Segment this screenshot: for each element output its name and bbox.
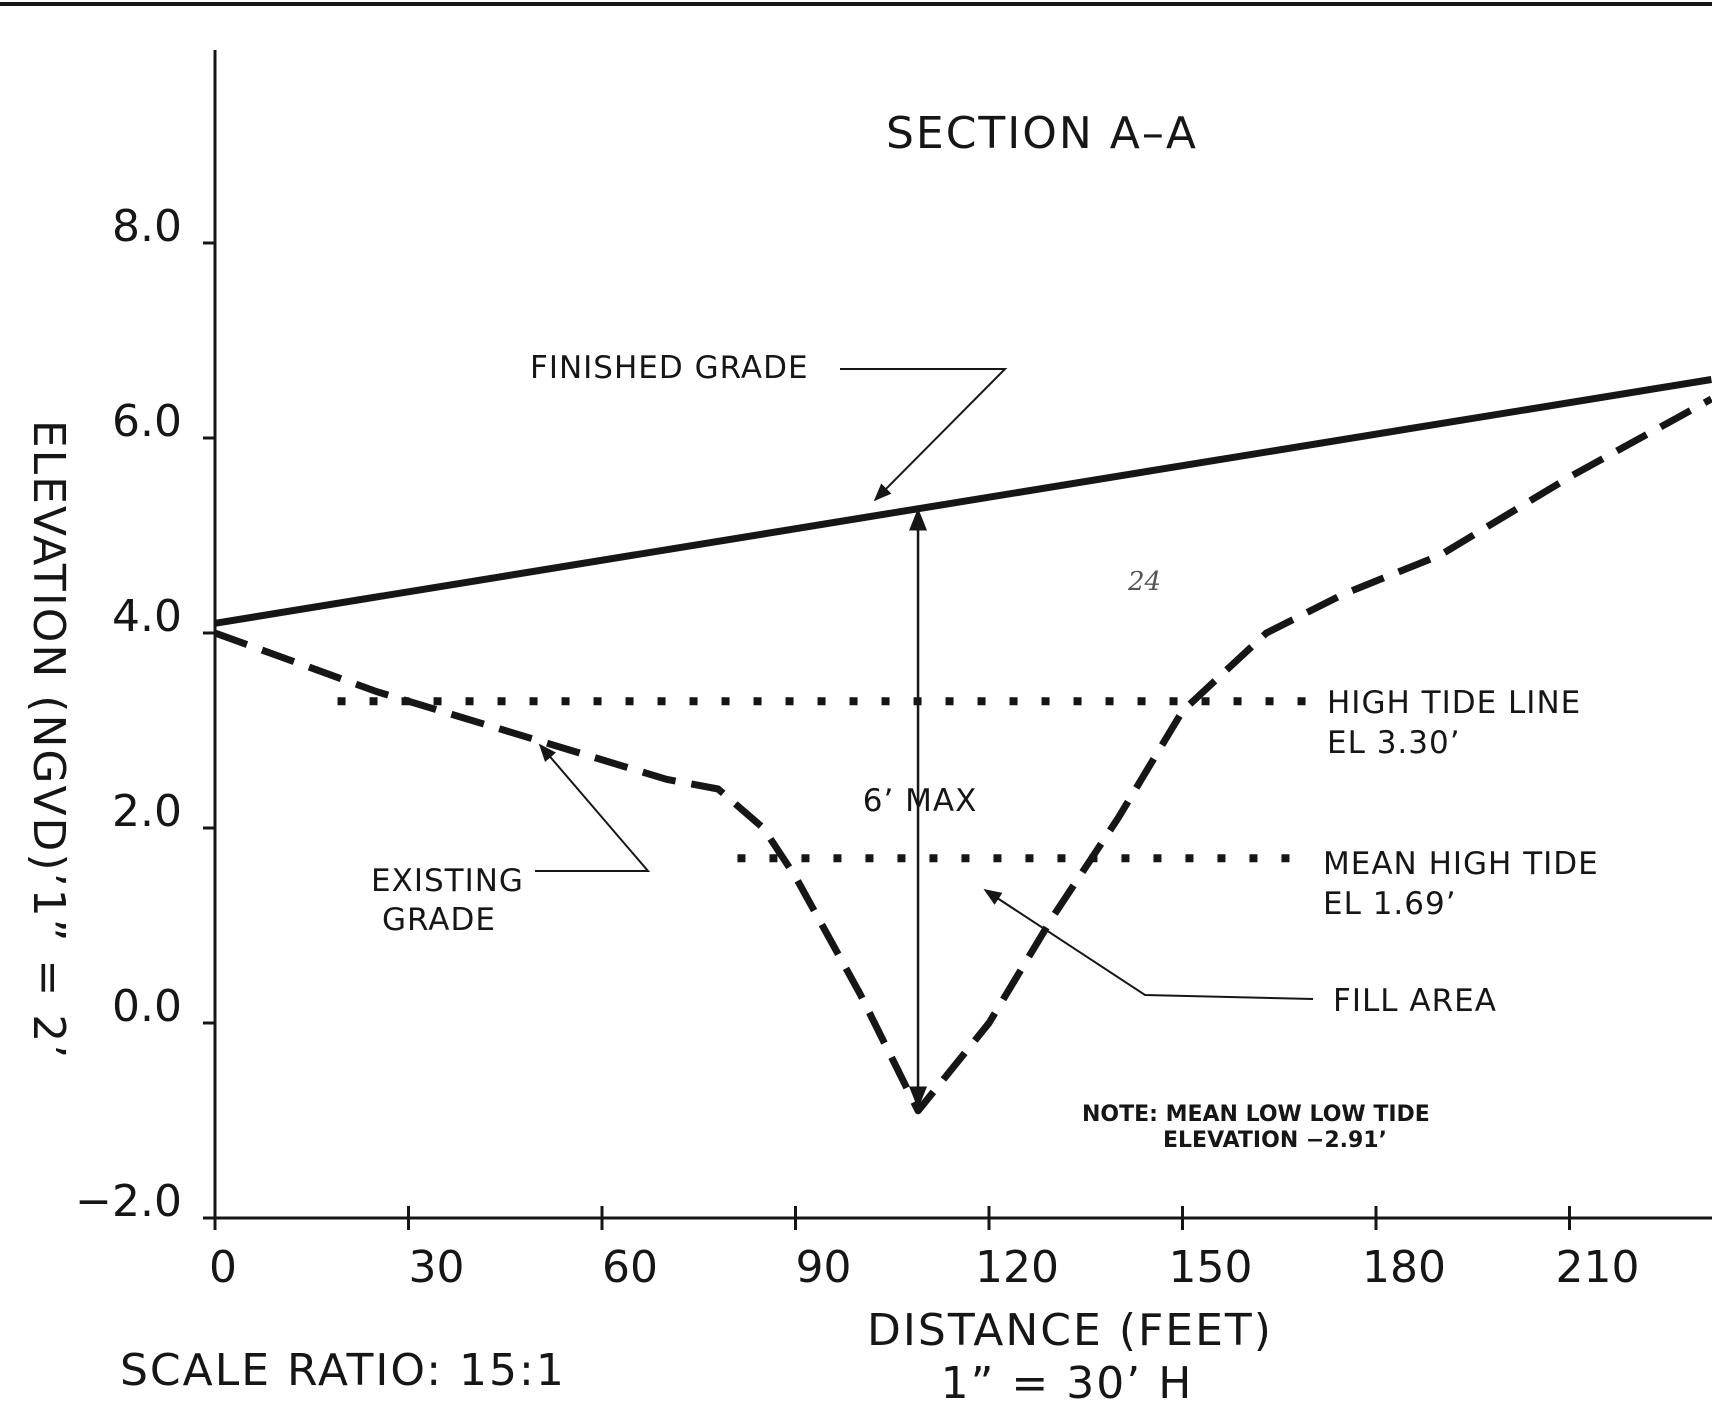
finished-grade-label: FINISHED GRADE bbox=[530, 350, 809, 386]
x-tick-label: 0 bbox=[209, 1242, 237, 1293]
x-axis-scale: 1” = 30’ H bbox=[941, 1358, 1194, 1409]
x-tick-label: 60 bbox=[602, 1242, 658, 1293]
chart-title: SECTION A–A bbox=[886, 108, 1198, 159]
max-fill-dimension-label: 6’ MAX bbox=[863, 783, 978, 819]
handwritten-mark: 24 bbox=[1127, 567, 1161, 597]
mean-high-tide-label-line2: EL 1.69’ bbox=[1323, 886, 1457, 922]
finished-grade-line bbox=[214, 376, 1712, 627]
high-tide-label-line2: EL 3.30’ bbox=[1327, 725, 1461, 761]
mean-high-tide-label-line1: MEAN HIGH TIDE bbox=[1323, 846, 1599, 882]
grade-series bbox=[213, 376, 1712, 1115]
y-axis-title: ELEVATION (NGVD)’1” = 2’ bbox=[23, 420, 74, 1060]
tide-reference-lines bbox=[337, 697, 1312, 863]
y-axis-ticks: −2.0 0.0 2.0 4.0 6.0 8.0 bbox=[75, 201, 215, 1227]
y-tick-label: 4.0 bbox=[112, 591, 182, 642]
x-axis-ticks: 0 30 60 90 120 150 180 210 bbox=[209, 1206, 1639, 1293]
high-tide-label-line1: HIGH TIDE LINE bbox=[1327, 685, 1581, 721]
x-axis-title: DISTANCE (FEET) bbox=[867, 1305, 1273, 1356]
x-tick-label: 150 bbox=[1169, 1242, 1253, 1293]
tide-note-line1: NOTE: MEAN LOW LOW TIDE bbox=[1082, 1102, 1430, 1127]
x-tick-label: 210 bbox=[1556, 1242, 1640, 1293]
finished-grade-leader bbox=[840, 368, 1008, 502]
y-tick-label: −2.0 bbox=[75, 1176, 182, 1227]
existing-grade-leader bbox=[535, 743, 651, 872]
x-tick-label: 90 bbox=[796, 1242, 852, 1293]
existing-grade-label-line1: EXISTING bbox=[371, 863, 524, 899]
existing-grade-label-line2: GRADE bbox=[382, 902, 496, 938]
y-tick-label: 6.0 bbox=[112, 396, 182, 447]
x-tick-label: 120 bbox=[975, 1242, 1059, 1293]
scale-ratio-note: SCALE RATIO: 15:1 bbox=[120, 1345, 566, 1396]
tide-note-line2: ELEVATION −2.91’ bbox=[1163, 1128, 1387, 1153]
x-tick-label: 30 bbox=[409, 1242, 465, 1293]
fill-area-leader bbox=[983, 889, 1314, 1000]
fill-area-label: FILL AREA bbox=[1333, 983, 1497, 1019]
y-tick-label: 2.0 bbox=[112, 786, 182, 837]
existing-grade-line bbox=[213, 395, 1712, 1115]
y-tick-label: 0.0 bbox=[112, 981, 182, 1032]
x-tick-label: 180 bbox=[1362, 1242, 1446, 1293]
y-tick-label: 8.0 bbox=[112, 201, 182, 252]
